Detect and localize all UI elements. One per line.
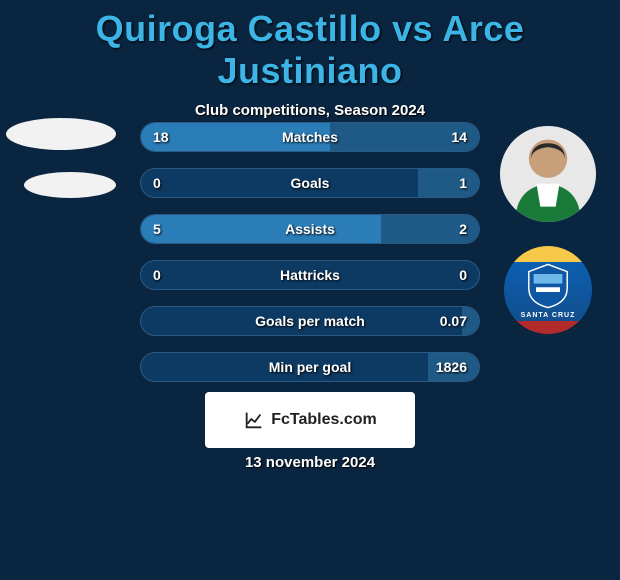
stat-value-right: 1 <box>459 169 467 197</box>
page-title: Quiroga Castillo vs Arce Justiniano <box>0 0 620 92</box>
subtitle: Club competitions, Season 2024 <box>0 102 620 119</box>
stat-row: Hattricks0 0 <box>140 260 480 290</box>
stat-label: Hattricks <box>141 261 479 289</box>
shield-icon <box>524 262 572 310</box>
date-label: 13 november 2024 <box>0 454 620 471</box>
stat-value-right: 14 <box>451 123 467 151</box>
comparison-bars: Matches1814Goals01Assists52Hattricks00Go… <box>140 122 480 398</box>
person-icon <box>500 126 596 222</box>
right-player-avatar <box>500 126 596 222</box>
stat-row: Min per goal1826 <box>140 352 480 382</box>
brand-label: FcTables.com <box>271 411 377 429</box>
left-player-column <box>6 118 126 220</box>
right-club-badge: SANTA CRUZ <box>504 246 592 334</box>
stat-label: Matches <box>141 123 479 151</box>
stat-value-right: 1826 <box>436 353 467 381</box>
stat-value-left: 5 <box>153 215 161 243</box>
club-name-label: SANTA CRUZ <box>521 312 576 319</box>
stat-value-right: 0.07 <box>440 307 467 335</box>
stat-value-left: 0 <box>153 169 161 197</box>
left-club-badge-placeholder <box>24 172 116 198</box>
stat-value-left: 0 <box>153 261 161 289</box>
stat-row: Goals per match0.07 <box>140 306 480 336</box>
brand-card: FcTables.com <box>205 392 415 448</box>
left-player-avatar-placeholder <box>6 118 116 150</box>
stat-row: Matches18 14 <box>140 122 480 152</box>
stat-label: Min per goal <box>141 353 479 381</box>
stat-row: Assists5 2 <box>140 214 480 244</box>
stat-value-right: 2 <box>459 215 467 243</box>
stat-label: Goals per match <box>141 307 479 335</box>
stat-value-right: 0 <box>459 261 467 289</box>
stat-value-left: 18 <box>153 123 169 151</box>
stat-label: Assists <box>141 215 479 243</box>
stat-row: Goals0 1 <box>140 168 480 198</box>
chart-icon <box>243 409 265 431</box>
stat-label: Goals <box>141 169 479 197</box>
right-player-column: SANTA CRUZ <box>500 126 600 334</box>
